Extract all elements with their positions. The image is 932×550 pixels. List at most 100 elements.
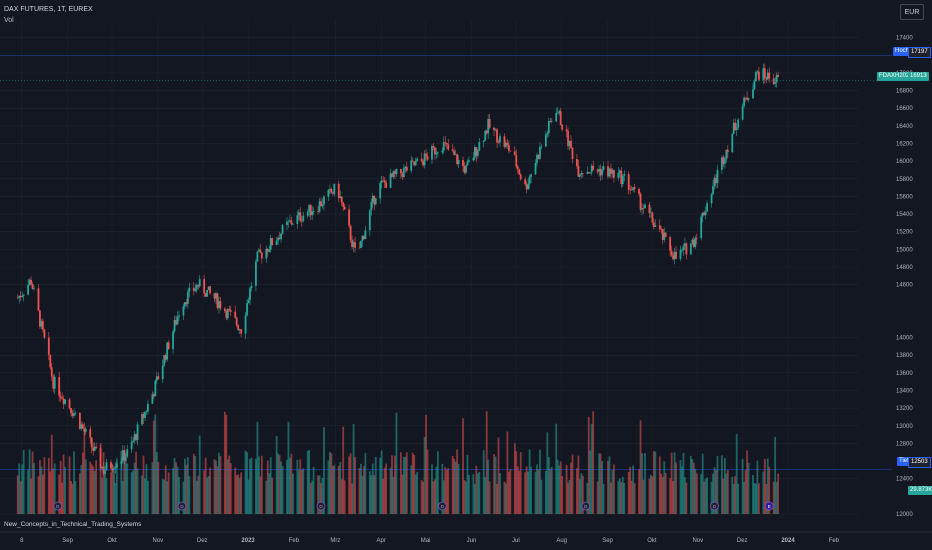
- x-tick-label: Nov: [153, 538, 164, 544]
- volume-bar: [340, 479, 343, 514]
- volume-indicator-label[interactable]: Vol: [4, 17, 14, 24]
- volume-bar: [411, 452, 414, 514]
- volume-bar: [62, 454, 65, 514]
- volume-bar: [441, 463, 444, 514]
- volume-bar: [182, 481, 185, 514]
- candle-body: [623, 174, 626, 176]
- volume-bar: [536, 464, 538, 514]
- volume-bar: [271, 477, 274, 514]
- candle-body: [218, 301, 220, 308]
- volume-bar: [487, 459, 490, 514]
- dividend-badge-label: D: [319, 504, 323, 509]
- candle-body: [235, 317, 238, 326]
- x-tick-label: 8: [20, 538, 24, 544]
- volume-bar: [163, 479, 166, 514]
- candle-body: [348, 209, 351, 226]
- candle-body: [694, 237, 697, 248]
- candle-body: [219, 301, 222, 309]
- volume-bar: [207, 476, 210, 514]
- volume-bar: [280, 461, 282, 514]
- candle-body: [275, 240, 278, 246]
- candle-body: [607, 166, 609, 177]
- volume-bar: [90, 464, 93, 514]
- candle-body: [234, 311, 237, 318]
- script-name[interactable]: New_Concepts_in_Technical_Trading_System…: [4, 521, 142, 528]
- volume-bar: [658, 456, 661, 514]
- volume-bar: [105, 478, 108, 514]
- candle-body: [768, 72, 771, 79]
- volume-bar: [519, 452, 522, 514]
- candle-body: [735, 127, 738, 130]
- volume-bar: [339, 462, 342, 514]
- candle-body: [673, 251, 676, 260]
- volume-bar: [497, 437, 500, 514]
- dividend-badge: [710, 501, 719, 511]
- x-tick-label: Sep: [602, 538, 613, 544]
- candle-body: [613, 170, 615, 178]
- candle-body: [726, 149, 729, 153]
- candle-body: [596, 169, 599, 172]
- candle-body: [544, 134, 547, 147]
- dividend-badge: [581, 501, 591, 511]
- y-tick-label: 12400: [896, 477, 913, 483]
- volume-bar: [468, 474, 470, 514]
- candle-body: [765, 77, 768, 80]
- candle-body: [528, 176, 531, 184]
- volume-bar: [249, 459, 251, 514]
- volume-bar: [244, 450, 247, 514]
- candle-body: [499, 136, 501, 143]
- volume-bar: [382, 478, 385, 514]
- volume-bar: [21, 464, 24, 514]
- volume-bar: [555, 423, 558, 514]
- candle-body: [766, 72, 769, 80]
- volume-bar: [126, 463, 129, 514]
- candle-body: [777, 74, 780, 77]
- candle-body: [485, 130, 488, 134]
- x-tick-label: Sep: [62, 538, 73, 544]
- volume-bar: [425, 414, 427, 514]
- candle-body: [617, 172, 620, 178]
- candle-body: [135, 434, 137, 440]
- candle-body: [763, 68, 766, 78]
- candle-body: [327, 189, 330, 197]
- y-tick-label: 13200: [896, 406, 913, 412]
- candle-body: [507, 144, 510, 151]
- candle-body: [524, 179, 527, 185]
- volume-bar: [663, 461, 666, 514]
- volume-bar: [703, 481, 706, 514]
- candle-body: [432, 145, 435, 148]
- candle-body: [644, 204, 646, 209]
- candle-body: [16, 297, 19, 299]
- currency-button[interactable]: EUR: [900, 4, 924, 20]
- candle-body: [306, 211, 309, 216]
- volume-bar: [166, 481, 169, 514]
- candle-body: [679, 250, 682, 259]
- time-axis[interactable]: 8 Sep Okt Nov Dez 2023 Feb Mrz Apr Mai Jun Jul Aug Se…: [0, 531, 932, 544]
- y-tick-label: 13800: [896, 353, 913, 359]
- candle-body: [577, 165, 580, 177]
- volume-bar: [330, 453, 333, 514]
- candle-body: [669, 237, 672, 251]
- volume-bar: [40, 466, 43, 514]
- volume-bar: [772, 481, 775, 514]
- candle-body: [592, 165, 595, 170]
- volume-bar: [368, 471, 371, 514]
- volume-bar: [394, 455, 396, 514]
- candle-body: [586, 172, 589, 174]
- volume-bar: [290, 453, 293, 514]
- candle-body: [442, 142, 445, 151]
- candle-body: [701, 212, 704, 217]
- candle-body: [505, 142, 507, 147]
- price-axis[interactable]: 12000 12400 12800 13000 13200 13400 13600 13800…: [896, 36, 913, 518]
- symbol-title: DAX FUTURES, 1T, EUREX: [4, 6, 93, 13]
- volume-bar: [64, 466, 66, 514]
- volume-bar: [286, 459, 288, 514]
- volume-bar: [689, 455, 692, 514]
- dividend-badge-label: D: [441, 504, 445, 509]
- volume-bar: [246, 452, 248, 514]
- volume-bar: [763, 458, 766, 514]
- candle-body: [71, 412, 74, 416]
- x-tick-label: Dez: [737, 538, 748, 544]
